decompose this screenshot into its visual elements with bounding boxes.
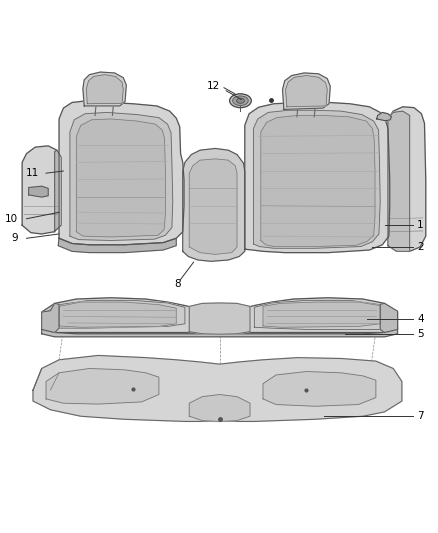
Polygon shape (42, 303, 59, 333)
Polygon shape (254, 301, 393, 329)
Polygon shape (33, 356, 402, 422)
Polygon shape (286, 76, 327, 107)
Ellipse shape (237, 98, 244, 103)
Polygon shape (380, 303, 398, 333)
Polygon shape (261, 116, 375, 247)
Polygon shape (388, 111, 410, 252)
Polygon shape (245, 102, 390, 253)
Polygon shape (377, 112, 392, 120)
Polygon shape (283, 73, 330, 109)
Polygon shape (42, 327, 398, 337)
Polygon shape (76, 119, 166, 237)
Text: 11: 11 (26, 168, 39, 178)
Polygon shape (388, 107, 426, 252)
Polygon shape (54, 150, 61, 232)
Polygon shape (59, 101, 184, 245)
Polygon shape (86, 75, 123, 104)
Text: 5: 5 (417, 329, 424, 339)
Polygon shape (83, 72, 126, 106)
Polygon shape (46, 301, 185, 328)
Text: 10: 10 (5, 214, 18, 224)
Polygon shape (189, 394, 250, 422)
Polygon shape (183, 149, 245, 261)
Polygon shape (189, 159, 237, 254)
Ellipse shape (233, 96, 248, 106)
Text: 1: 1 (417, 220, 424, 230)
Text: 7: 7 (417, 411, 424, 421)
Polygon shape (28, 186, 48, 197)
Text: 9: 9 (11, 233, 18, 243)
Text: 12: 12 (206, 82, 219, 91)
Polygon shape (263, 372, 376, 406)
Text: 8: 8 (174, 279, 180, 289)
Polygon shape (59, 302, 176, 327)
Ellipse shape (230, 94, 251, 108)
Polygon shape (42, 298, 398, 334)
Polygon shape (189, 303, 250, 334)
Polygon shape (263, 302, 380, 327)
Polygon shape (58, 238, 176, 253)
Polygon shape (254, 110, 380, 248)
Polygon shape (70, 112, 173, 240)
Polygon shape (46, 368, 159, 404)
Polygon shape (22, 146, 61, 234)
Text: 4: 4 (417, 313, 424, 324)
Text: 2: 2 (417, 242, 424, 252)
